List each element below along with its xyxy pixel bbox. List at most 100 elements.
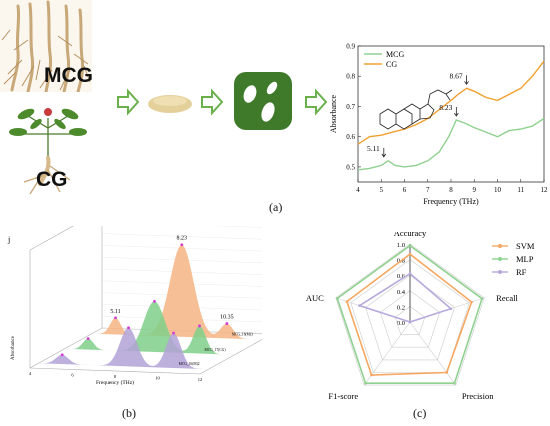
peak-marker — [86, 337, 90, 340]
peak-marker — [198, 324, 201, 328]
radar-ring — [379, 290, 441, 348]
peak-arrow — [381, 147, 387, 158]
ring-label: 0.2 — [397, 304, 405, 311]
waterfall-chart: 0.000.010.020.030.040.050.060.070.080.09… — [7, 226, 262, 386]
peak-marker — [180, 243, 184, 247]
axis-label: Recall — [496, 293, 518, 303]
legend-marker — [498, 257, 502, 261]
x-tick-label: 12 — [198, 377, 203, 382]
cg-label: CG — [36, 168, 68, 191]
radar-point — [370, 373, 373, 377]
y-tick-label: 0.5 — [346, 163, 355, 171]
peak-label: 10.35 — [220, 315, 234, 321]
radar-point — [358, 304, 361, 307]
legend-marker — [498, 244, 502, 248]
x-tick-label: 12 — [541, 186, 549, 194]
radar-point — [408, 244, 412, 247]
peak-marker — [127, 326, 130, 330]
x-tick-label: 10 — [494, 186, 502, 194]
peak-annotation: 8.23 — [439, 103, 452, 112]
x-tick-label: 8 — [449, 186, 453, 194]
legend-label: CG — [386, 60, 397, 69]
z-gridline — [101, 233, 262, 240]
floor-plane — [28, 327, 262, 375]
legend-label: MLP — [516, 254, 534, 264]
y-axis-title: Absorbance — [329, 94, 338, 133]
y-tick-label: 0.9 — [346, 43, 355, 51]
ring-label: 0.0 — [397, 320, 405, 327]
radar-point — [453, 381, 456, 385]
peak-marker — [60, 353, 64, 357]
radar-ring — [365, 274, 455, 361]
axis-label: Precision — [462, 391, 494, 401]
y-tick-label: 0.8 — [346, 73, 355, 81]
peak-marker — [153, 299, 156, 303]
series-line-cg — [357, 60, 545, 145]
flow-arrow-3 — [305, 88, 328, 116]
x-axis-title: Frequency (THz) — [96, 379, 134, 386]
x-tick-label: 5 — [380, 186, 384, 194]
spectrum-area-green — [64, 301, 235, 355]
peak-label: 5.11 — [110, 309, 120, 315]
x-tick-label: 11 — [517, 186, 524, 194]
x-tick-label: 6 — [71, 373, 74, 378]
radar-ring — [350, 259, 470, 373]
panel-b-label: (b) — [122, 406, 136, 420]
y-tick-label: 0.6 — [346, 133, 355, 141]
radar-point — [336, 297, 339, 300]
layer-label: MCG_16(M)3 — [232, 333, 253, 337]
peak-annotation: 8.67 — [449, 71, 462, 80]
y-tick-label: 0.7 — [346, 103, 355, 111]
x-tick-label: 8 — [114, 374, 117, 379]
pellet-icon — [234, 72, 292, 130]
radar-series-mlp — [336, 244, 483, 384]
axis-label: F1-score — [328, 391, 358, 401]
layer-label: MCG_16(M)2 — [179, 362, 200, 366]
peak-arrow — [464, 75, 469, 86]
radar-point — [445, 371, 448, 374]
process-flow — [117, 72, 328, 130]
radar-point — [408, 272, 412, 275]
peak-marker — [172, 331, 175, 335]
radar-chart: 0.00.20.40.60.81.0 AccuracyRecallPrecisi… — [306, 232, 535, 401]
arrow-icon — [117, 88, 328, 116]
x-tick-label: 4 — [29, 371, 32, 376]
radar-point — [449, 307, 453, 311]
spectrum-area-orange — [91, 244, 262, 340]
mcg-photo — [0, 0, 92, 92]
x-tick-label: 7 — [426, 186, 430, 194]
peak-label: 8.23 — [177, 236, 188, 242]
radar-point — [364, 381, 367, 385]
legend-marker — [498, 270, 502, 274]
radar-point — [408, 252, 412, 256]
flow-arrow-1 — [117, 88, 140, 116]
radar-point — [345, 300, 349, 303]
mcg-label: MCG — [44, 64, 93, 87]
x-tick-label: 9 — [473, 186, 477, 194]
y-axis-title: Absorbance — [11, 335, 16, 360]
radar-spoke — [409, 321, 457, 386]
x-tick-label: 10 — [155, 376, 160, 381]
peak-marker — [114, 316, 117, 320]
x-tick-label: 4 — [356, 186, 360, 194]
x-axis-title: Frequency (THz) — [423, 197, 479, 206]
peak-annotation: 5.11 — [367, 144, 380, 153]
layer-label: MCG_17(CG) — [205, 348, 227, 352]
legend-label: MCG — [386, 50, 404, 59]
panel-c-label: (c) — [413, 406, 427, 420]
radar-ring — [335, 243, 485, 386]
axis-label: AUC — [306, 293, 324, 303]
x-tick-label: 6 — [403, 186, 407, 194]
radar-ring — [394, 306, 426, 335]
side-wall — [29, 226, 74, 368]
series-line-mcg — [357, 117, 545, 171]
peak-marker — [225, 322, 229, 325]
z-gridline — [101, 245, 262, 252]
panel-a-label: (a) — [269, 200, 283, 214]
legend-label: SVM — [516, 241, 535, 251]
legend-label: RF — [516, 267, 527, 277]
radar-point — [470, 300, 473, 304]
flow-arrow-2 — [201, 88, 224, 116]
radar-point — [480, 297, 484, 300]
molecule-diagram — [379, 89, 453, 130]
